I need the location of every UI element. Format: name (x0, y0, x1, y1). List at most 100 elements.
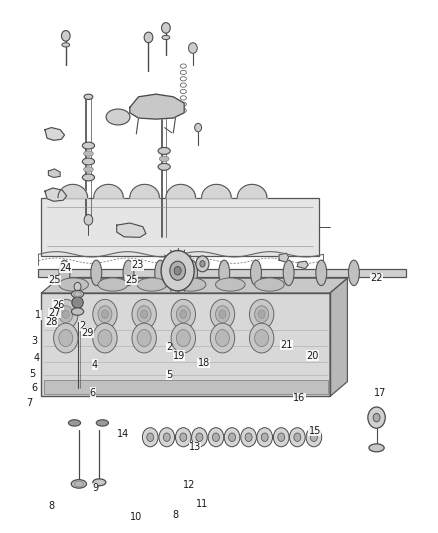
Text: 23: 23 (131, 261, 143, 270)
Circle shape (210, 300, 235, 329)
Circle shape (210, 323, 235, 353)
Text: 4: 4 (34, 353, 40, 362)
Ellipse shape (71, 290, 84, 298)
Polygon shape (117, 223, 146, 237)
Text: 20: 20 (307, 351, 319, 361)
Circle shape (254, 329, 268, 346)
Text: 29: 29 (81, 328, 94, 338)
Text: 5: 5 (30, 369, 36, 378)
Ellipse shape (71, 308, 84, 316)
Circle shape (62, 310, 69, 318)
Circle shape (53, 323, 78, 353)
Circle shape (250, 323, 274, 353)
Circle shape (194, 123, 201, 132)
Ellipse shape (316, 260, 327, 286)
Circle shape (258, 310, 265, 318)
Ellipse shape (82, 158, 95, 165)
Bar (39, 269, 406, 277)
Text: 16: 16 (293, 393, 306, 403)
Text: 25: 25 (48, 274, 61, 285)
Circle shape (177, 306, 190, 322)
Circle shape (132, 300, 156, 329)
Text: 6: 6 (90, 387, 96, 398)
Ellipse shape (91, 260, 102, 286)
Polygon shape (48, 169, 60, 177)
Circle shape (188, 43, 197, 53)
Ellipse shape (68, 419, 81, 426)
Polygon shape (42, 278, 347, 293)
Text: 18: 18 (198, 358, 210, 368)
Circle shape (163, 433, 170, 441)
Circle shape (219, 310, 226, 318)
Circle shape (147, 433, 154, 441)
Circle shape (294, 433, 301, 441)
Polygon shape (330, 278, 347, 397)
Circle shape (224, 427, 240, 447)
Polygon shape (45, 188, 67, 201)
Circle shape (180, 310, 187, 318)
Ellipse shape (158, 148, 170, 155)
Circle shape (171, 323, 195, 353)
Ellipse shape (82, 174, 95, 181)
Circle shape (306, 427, 322, 447)
Ellipse shape (155, 260, 166, 286)
Ellipse shape (219, 260, 230, 286)
Circle shape (132, 323, 156, 353)
Circle shape (59, 306, 73, 322)
Ellipse shape (159, 156, 169, 161)
Text: 21: 21 (280, 340, 293, 350)
Circle shape (191, 427, 207, 447)
Ellipse shape (177, 278, 206, 291)
Circle shape (61, 30, 70, 41)
Ellipse shape (93, 479, 106, 486)
Ellipse shape (137, 278, 167, 291)
Circle shape (229, 433, 236, 441)
Circle shape (93, 300, 117, 329)
Text: 8: 8 (173, 510, 179, 520)
Circle shape (170, 261, 185, 280)
Text: 17: 17 (374, 387, 386, 398)
Ellipse shape (349, 260, 359, 286)
Text: 2: 2 (79, 321, 85, 331)
Circle shape (177, 329, 190, 346)
Text: 27: 27 (48, 308, 61, 318)
Ellipse shape (82, 142, 95, 149)
Circle shape (273, 427, 289, 447)
Ellipse shape (162, 35, 170, 39)
Text: 2: 2 (166, 342, 172, 352)
Polygon shape (45, 127, 64, 140)
Ellipse shape (62, 43, 70, 47)
Circle shape (290, 427, 305, 447)
Text: 3: 3 (31, 336, 37, 346)
Circle shape (137, 306, 151, 322)
Ellipse shape (251, 260, 261, 286)
Text: 26: 26 (52, 300, 64, 310)
Circle shape (196, 433, 203, 441)
Polygon shape (297, 261, 308, 269)
Circle shape (180, 433, 187, 441)
Circle shape (159, 427, 175, 447)
Circle shape (215, 329, 230, 346)
Circle shape (98, 329, 112, 346)
Text: 1: 1 (35, 310, 42, 320)
Circle shape (171, 300, 195, 329)
Circle shape (102, 310, 109, 318)
Circle shape (137, 329, 151, 346)
Ellipse shape (283, 260, 294, 286)
Bar (41, 198, 319, 256)
Text: 28: 28 (45, 317, 58, 327)
Text: 5: 5 (166, 370, 172, 380)
Text: 10: 10 (130, 512, 142, 522)
Circle shape (200, 261, 205, 267)
Ellipse shape (123, 260, 134, 286)
Ellipse shape (158, 164, 170, 170)
Bar (44, 381, 328, 394)
Text: 11: 11 (195, 499, 208, 509)
Circle shape (254, 306, 268, 322)
Circle shape (278, 433, 285, 441)
Text: 22: 22 (370, 273, 383, 283)
Circle shape (373, 414, 380, 422)
Text: 7: 7 (27, 398, 33, 408)
Circle shape (215, 306, 230, 322)
Text: 12: 12 (183, 480, 196, 490)
